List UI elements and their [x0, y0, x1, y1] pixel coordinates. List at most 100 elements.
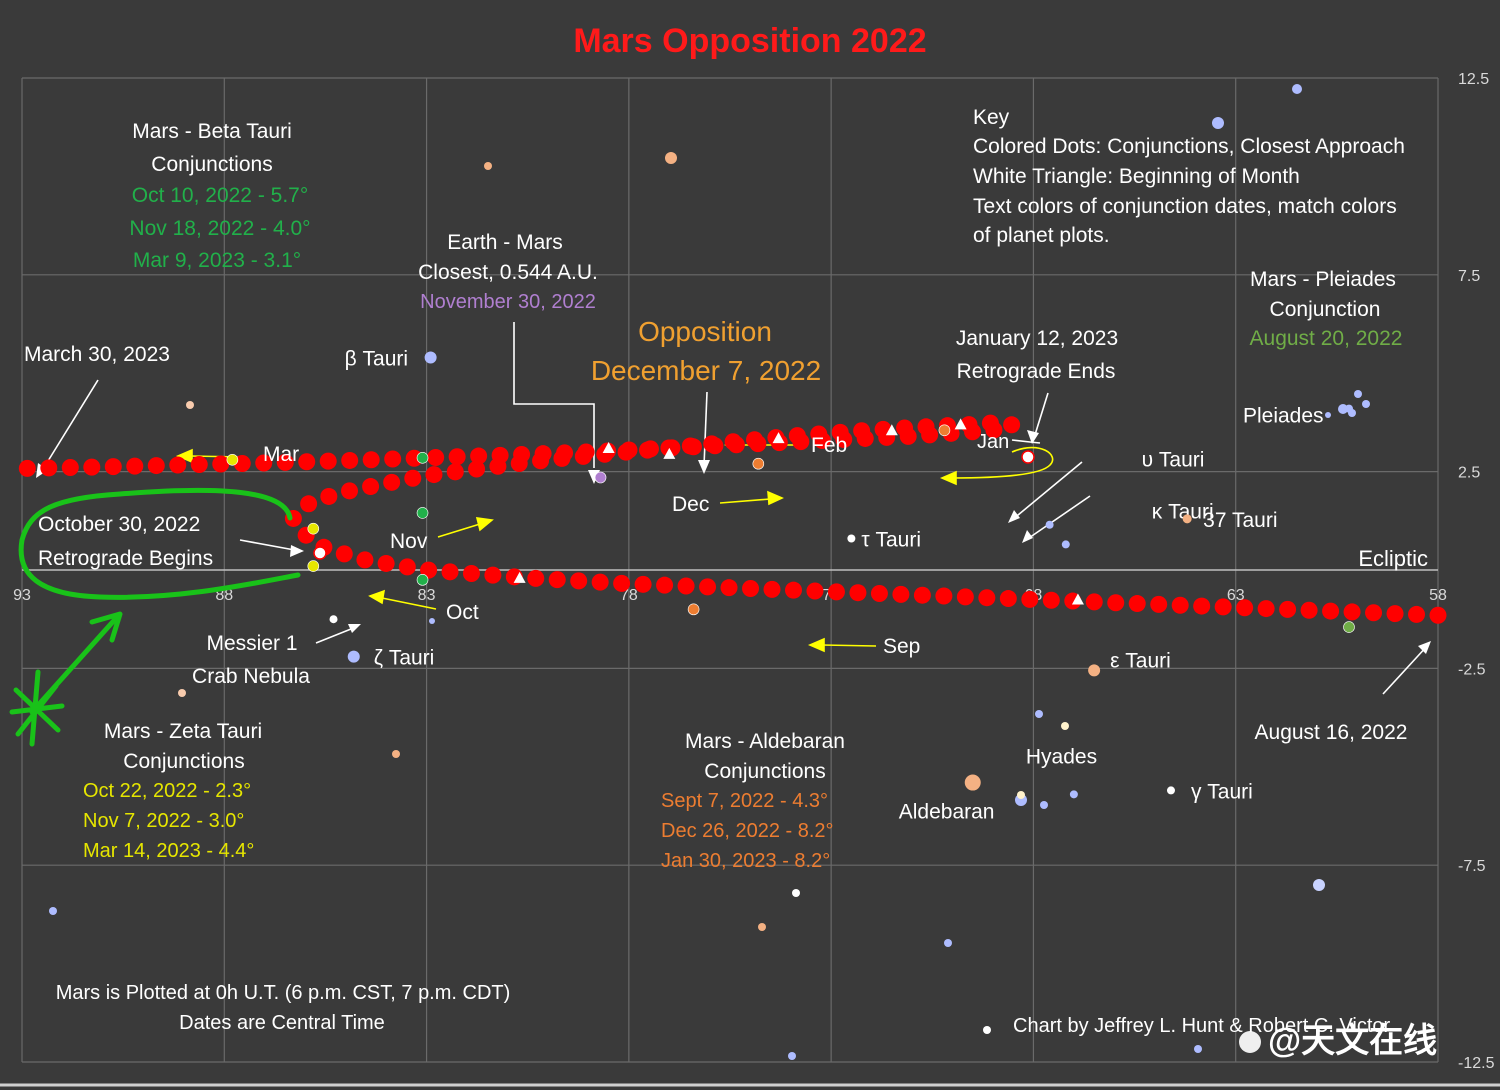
star-label: Aldebaran [899, 801, 995, 824]
opposition-arrowhead [698, 460, 710, 474]
beta-date-3: Mar 9, 2023 - 3.1° [133, 249, 301, 272]
mars-position-dot [61, 459, 79, 477]
grid [21, 77, 1439, 1063]
mars-position-dot [978, 589, 996, 607]
jan12-1: January 12, 2023 [956, 327, 1118, 350]
mars-position-dot [383, 473, 401, 491]
earth-mars-1: Earth - Mars [447, 231, 563, 254]
mars-position-dot [404, 469, 422, 487]
star-label: Pleiades [1243, 405, 1324, 428]
star-marker [964, 774, 981, 791]
conjunction-dot [416, 574, 429, 586]
mars-position-dot [1128, 595, 1146, 613]
opposition-2: December 7, 2022 [591, 355, 821, 386]
star-label: 37 Tauri [1203, 509, 1277, 532]
jan-label-underline [1011, 439, 1041, 444]
mars-position-dot [341, 451, 359, 469]
mars-position-dot [398, 558, 416, 576]
conjunction-dots [226, 424, 1355, 633]
star-marker [1069, 790, 1078, 799]
mars-position-dot [835, 430, 853, 448]
mars-position-dot [548, 571, 566, 589]
retrograde-end-marker [1021, 450, 1035, 464]
mars-position-dot [1021, 590, 1039, 608]
conjunction-dot [416, 452, 429, 464]
mars-position-dot [491, 446, 509, 464]
mars-position-dot [384, 450, 402, 468]
mars-position-dot [427, 449, 445, 467]
beta-title-2: Conjunctions [151, 153, 272, 176]
mars-position-dot [1408, 605, 1426, 623]
mars-position-dot [1085, 593, 1103, 611]
opposition-pointer [703, 391, 708, 467]
mars-position-dot [377, 554, 395, 572]
conjunction-dot [307, 560, 320, 572]
mars-position-dot [255, 454, 273, 472]
month-nov: Nov [390, 530, 428, 553]
mars-position-dot [892, 585, 910, 603]
mars-position-dot [570, 572, 588, 590]
star-label: τ Tauri [861, 529, 921, 552]
mars-position-dot [1386, 605, 1404, 623]
star-marker [424, 351, 437, 364]
mars-position-dot [356, 551, 374, 569]
mars-position-dot [749, 435, 767, 453]
green-markup [9, 487, 301, 747]
star-label: γ Tauri [1191, 780, 1253, 803]
ecliptic-label: Ecliptic [1358, 546, 1428, 571]
month-jan: Jan [977, 431, 1009, 453]
mars-position-dot [556, 444, 574, 462]
aug16-pointer [1382, 644, 1429, 695]
mars-position-dot [362, 451, 380, 469]
mars-position-dot [806, 582, 824, 600]
mars-position-dot [470, 447, 488, 465]
earth-mars-pointer [513, 322, 595, 468]
month-start-triangle [663, 447, 676, 459]
mars-position-dot [441, 563, 459, 581]
zeta-date-3: Mar 14, 2023 - 4.4° [83, 840, 254, 862]
mars-position-dot [956, 588, 974, 606]
mars-position-dot [1365, 604, 1383, 622]
key-line-4: of planet plots. [973, 224, 1110, 247]
x-tick-label: 58 [1429, 587, 1447, 604]
conjunction-dot [938, 424, 951, 437]
messier-2: Crab Nebula [192, 665, 310, 688]
mars-position-dot [40, 459, 58, 477]
month-start-triangle [772, 432, 785, 444]
mars-position-dot [813, 432, 831, 450]
upsilon-arrowhead [1008, 510, 1020, 523]
month-mar: Mar [263, 443, 299, 466]
mars-position-dot [706, 437, 724, 455]
green-star-mark [9, 669, 65, 747]
mars-position-dot [1107, 594, 1125, 612]
month-start-triangle [602, 441, 615, 453]
mars-position-dot [341, 482, 359, 500]
key-line-2: White Triangle: Beginning of Month [973, 165, 1300, 188]
y-tick-label: 12.5 [1458, 71, 1489, 88]
mars-position-dot [620, 441, 638, 459]
oct30-2: Retrograde Begins [38, 547, 213, 570]
month-start-triangle [1071, 593, 1084, 605]
mars-position-dot [1236, 599, 1254, 617]
mars-position-dot [1300, 601, 1318, 619]
mars-position-dot [147, 457, 165, 475]
mars-position-dot [468, 460, 486, 478]
star-marker [1088, 664, 1101, 677]
mars-position-dot [1214, 598, 1232, 616]
star-marker [847, 534, 856, 543]
mars-position-dot [462, 564, 480, 582]
march-pointer [39, 379, 99, 475]
mars-position-dot [83, 458, 101, 476]
month-start-triangle [513, 571, 526, 583]
green-arrow-head [89, 611, 123, 643]
mars-position-dot [856, 429, 874, 447]
y-tick-label: -12.5 [1458, 1055, 1495, 1072]
mars-position-dot [656, 576, 674, 594]
star-label: β Tauri [345, 347, 408, 370]
star-label: ζ Tauri [374, 647, 435, 670]
march30: March 30, 2023 [24, 343, 170, 366]
star-label: υ Tauri [1142, 449, 1205, 472]
mars-position-dot [1429, 606, 1447, 624]
